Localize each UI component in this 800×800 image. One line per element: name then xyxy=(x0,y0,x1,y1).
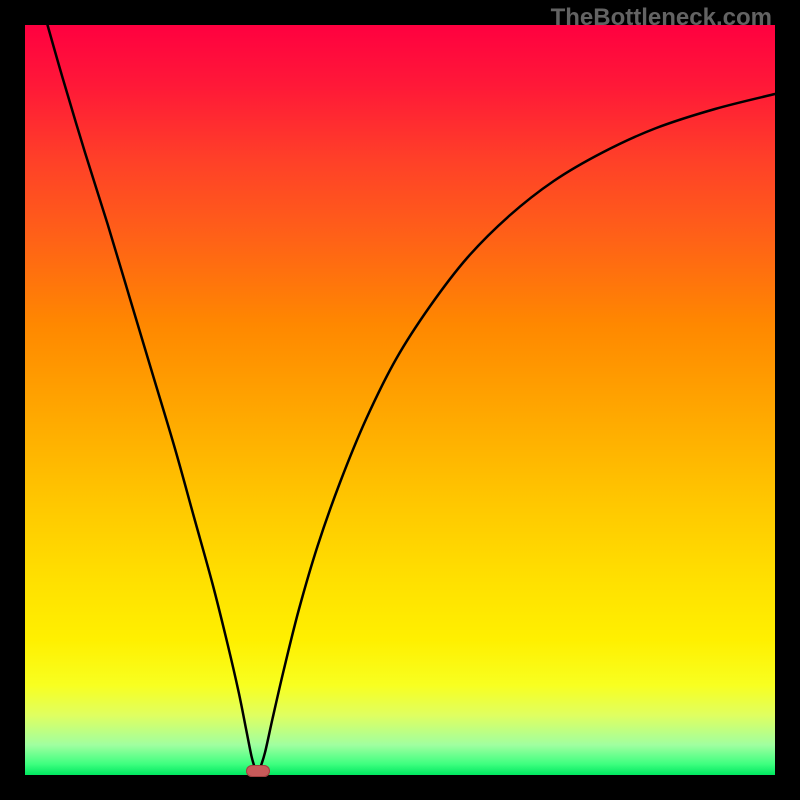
plot-area xyxy=(25,25,775,775)
watermark-text: TheBottleneck.com xyxy=(551,4,772,32)
min-marker xyxy=(246,765,270,777)
chart-container: TheBottleneck.com xyxy=(0,0,800,800)
